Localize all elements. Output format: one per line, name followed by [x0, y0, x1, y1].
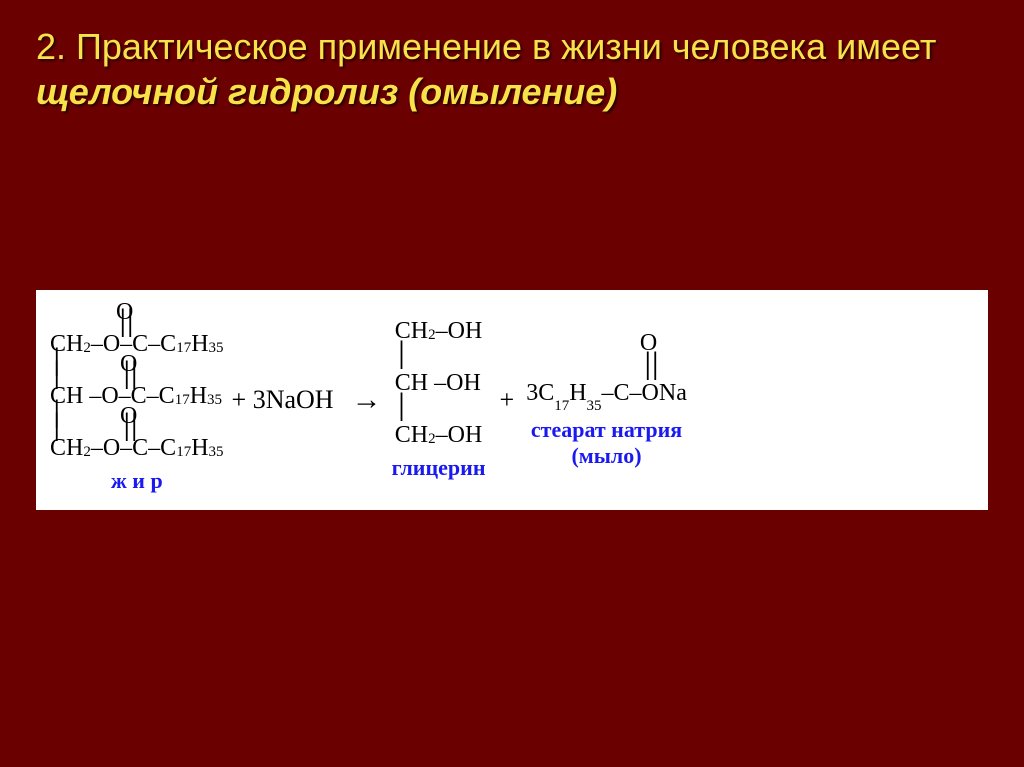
glycerol-molecule: CH2–OH ׀ CH –OH ׀ CH2–OH глицерин [392, 319, 486, 481]
fat-molecule: O ׀׀ CH2–O–C–C17H35 ׀ O ׀ ׀׀ CH –O–C–C17… [50, 306, 224, 494]
stearate-label-2: (мыло) [571, 443, 641, 469]
product-plus: + [500, 385, 515, 415]
title-line1: 2. Практическое применение в жизни челов… [36, 26, 936, 67]
reagent-plus: + 3NaOH [232, 385, 334, 415]
reaction-arrow-icon: → [352, 383, 382, 417]
glycerol-label: глицерин [392, 455, 486, 481]
stearate-label-1: стеарат натрия [531, 417, 682, 443]
title-line2: щелочной гидролиз (омыление) [36, 71, 617, 112]
stearate-molecule: O ׀׀ 3C17H35–C–ONa стеарат натрия (мыло) [526, 331, 687, 469]
fat-label: ж и р [111, 468, 163, 494]
reaction-diagram: O ׀׀ CH2–O–C–C17H35 ׀ O ׀ ׀׀ CH –O–C–C17… [36, 290, 988, 510]
slide-title: 2. Практическое применение в жизни челов… [0, 0, 1024, 124]
